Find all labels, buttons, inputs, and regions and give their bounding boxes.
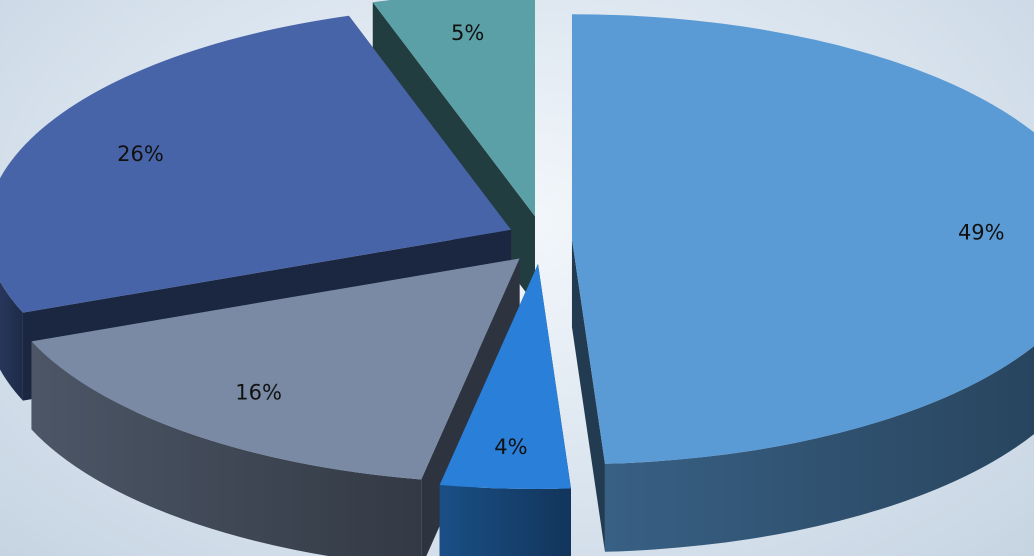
slice-label: 49% [958,221,1005,245]
slice-front-wall [0,281,23,401]
slice-label: 26% [117,142,164,166]
pie-slice [31,258,520,556]
slice-front-wall [31,341,422,556]
slice-top-face [0,15,512,313]
slice-label: 5% [451,21,484,45]
slice-front-wall [604,346,1034,552]
slice-top-face [439,263,571,489]
pie-slice [571,14,1034,552]
pie-slice [439,263,571,556]
slice-top-face [31,258,520,480]
slice-label: 4% [494,435,527,459]
slice-side-wall [571,239,605,552]
pie-labels: 49% 4% 16% 26% 5% [117,21,1004,459]
slice-front-wall [439,484,571,556]
slice-top-face [372,0,535,217]
slice-top-face [571,14,1034,464]
slice-label: 16% [235,381,282,405]
